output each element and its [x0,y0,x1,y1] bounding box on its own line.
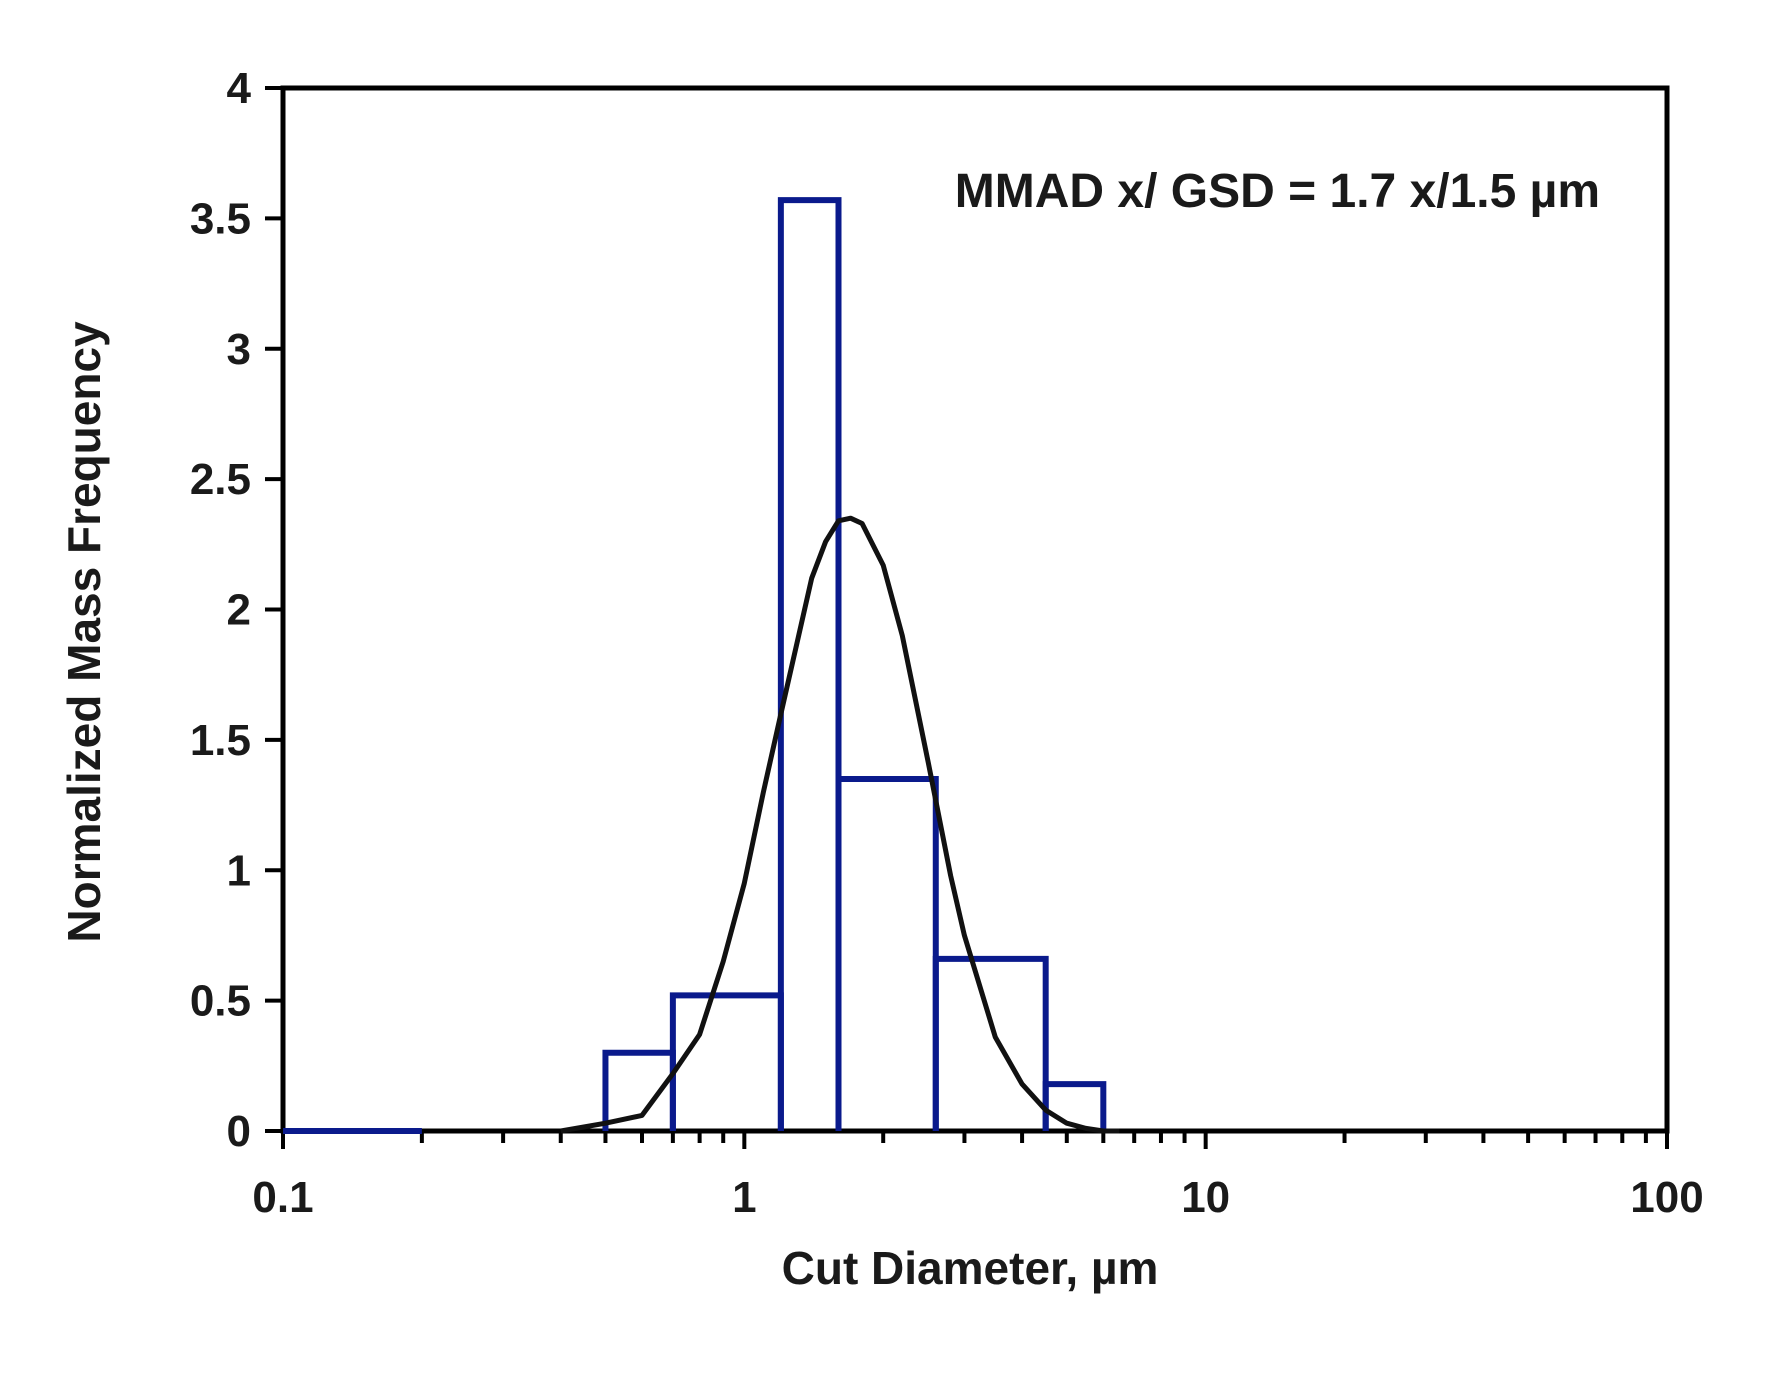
x-tick-label: 10 [1181,1173,1230,1222]
histogram-bin [835,775,939,1131]
x-tick-label: 0.1 [252,1173,313,1222]
x-tick-label: 1 [732,1173,756,1222]
y-tick-label: 3.5 [190,194,251,243]
fit-curve [560,515,1120,1134]
y-axis-title: Normalized Mass Frequency [58,321,110,943]
series-layer [283,197,1120,1134]
y-tick-label: 1.5 [190,716,251,765]
y-tick-label: 1 [227,846,251,895]
y-tick-label: 2 [227,586,251,635]
y-tick-label: 0.5 [190,977,251,1026]
labels: Cut Diameter, µm Normalized Mass Frequen… [58,165,1600,1294]
x-tick-label: 100 [1630,1173,1703,1222]
x-axis-title: Cut Diameter, µm [782,1242,1159,1294]
y-tick-label: 4 [227,64,252,113]
histogram-bin [932,955,1049,1131]
histogram-bin [669,992,784,1131]
y-tick-label: 0 [227,1107,251,1156]
axes: 0 0.5 1 1.5 2 2.5 3 3.5 4 0.1 1 10 100 [190,64,1704,1222]
chart-annotation: MMAD x/ GSD = 1.7 x/1.5 µm [955,165,1600,218]
histogram-bin [777,197,842,1131]
y-tick-label: 3 [227,325,251,374]
y-tick-label: 2.5 [190,455,251,504]
